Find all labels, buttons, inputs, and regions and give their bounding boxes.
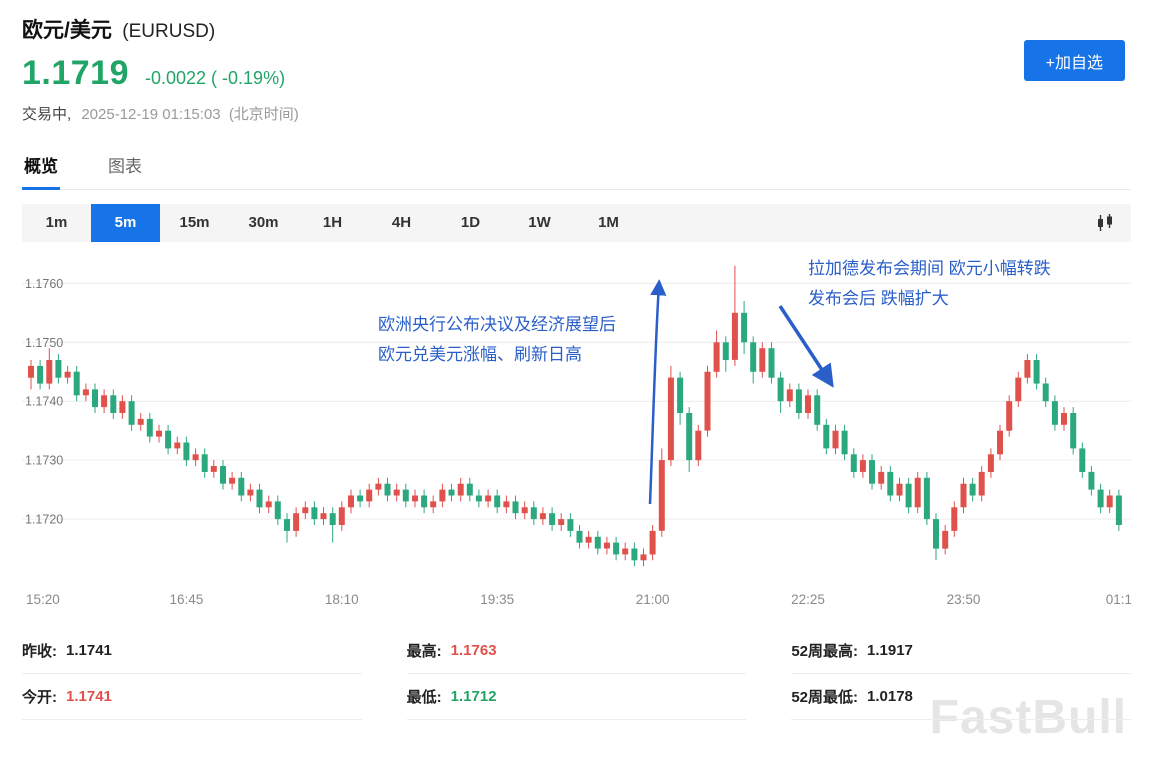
stat-value: 1.1712: [450, 688, 497, 705]
quote-timezone: (北京时间): [228, 106, 299, 123]
timeframe-4H[interactable]: 4H: [391, 214, 412, 231]
svg-text:1.1760: 1.1760: [25, 277, 63, 291]
stat-label: 最高:: [406, 643, 442, 660]
timeframe-bar: 1m 5m 15m 30m 1H 4H 1D 1W 1M: [22, 204, 1131, 242]
stat-low: 最低: 1.1712: [406, 674, 747, 720]
price-row: 1.1719 -0.0022 ( -0.19%): [22, 54, 1131, 93]
svg-text:18:10: 18:10: [325, 592, 359, 607]
status-row: 交易中, 2025-12-19 01:15:03 (北京时间): [22, 103, 1131, 124]
quote-header: 欧元/美元 (EURUSD) +加自选 1.1719 -0.0022 ( -0.…: [22, 14, 1131, 124]
stat-high: 最高: 1.1763: [406, 628, 747, 674]
annotation-lagarde-presser: 拉加德发布会期间 欧元小幅转跌 发布会后 跌幅扩大: [808, 259, 1051, 308]
timeframe-5m[interactable]: 5m: [91, 204, 160, 242]
stat-value: 1.0178: [867, 688, 913, 705]
svg-text:16:45: 16:45: [170, 592, 204, 607]
title-row: 欧元/美元 (EURUSD): [22, 14, 1131, 44]
watermark: FastBull: [929, 691, 1127, 744]
chart-canvas: 1.1760 1.1750 1.1740 1.1730 1.1720 15:20 16:45…: [22, 248, 1132, 615]
timeframe-30m[interactable]: 30m: [248, 214, 279, 231]
timeframe-15m[interactable]: 15m: [179, 214, 210, 231]
svg-text:21:00: 21:00: [636, 592, 670, 607]
timeframe-1m[interactable]: 1m: [45, 214, 68, 231]
stats-panel: 昨收: 1.1741 最高: 1.1763 52周最高: 1.1917 今开: …: [22, 628, 1131, 720]
timeframe-1M[interactable]: 1M: [598, 214, 619, 231]
trading-status: 交易中,: [22, 106, 72, 123]
stat-label: 最低:: [406, 689, 442, 706]
stat-prev-close: 昨收: 1.1741: [22, 628, 362, 674]
stat-label: 昨收:: [22, 643, 57, 660]
timeframe-1W[interactable]: 1W: [528, 214, 551, 231]
annotation-ecb-decision: 欧洲央行公布决议及经济展望后 欧元兑美元涨幅、刷新日高: [378, 315, 616, 364]
svg-text:1.1750: 1.1750: [25, 336, 63, 350]
chart-style-icon[interactable]: [1079, 204, 1131, 242]
quote-datetime: 2025-12-19 01:15:03: [81, 106, 221, 123]
stat-label: 今开:: [22, 689, 57, 706]
tab-chart[interactable]: 图表: [108, 157, 142, 176]
svg-text:1.1740: 1.1740: [25, 395, 63, 409]
timeframe-list: 1m 5m 15m 30m 1H 4H 1D 1W 1M: [22, 204, 643, 242]
svg-text:19:35: 19:35: [480, 592, 514, 607]
stat-52w-low: 52周最低: 1.0178: [791, 674, 1131, 720]
svg-text:01:1: 01:1: [1106, 592, 1131, 607]
instrument-title: 欧元/美元: [22, 19, 112, 42]
stat-value: 1.1763: [450, 642, 497, 659]
last-price: 1.1719: [22, 54, 129, 92]
stat-value: 1.1917: [867, 642, 913, 659]
stat-label: 52周最低:: [791, 689, 859, 706]
candlestick-chart[interactable]: 1.1760 1.1750 1.1740 1.1730 1.1720 15:20 16:45…: [22, 248, 1132, 616]
svg-text:15:20: 15:20: [26, 592, 60, 607]
stat-52w-high: 52周最高: 1.1917: [791, 628, 1131, 674]
stat-value: 1.1741: [66, 688, 112, 705]
timeframe-1H[interactable]: 1H: [322, 214, 343, 231]
tab-overview[interactable]: 概览: [22, 142, 60, 190]
stat-label: 52周最高:: [791, 643, 859, 660]
svg-text:1.1730: 1.1730: [25, 454, 63, 468]
price-change: -0.0022 ( -0.19%): [145, 68, 286, 88]
stat-value: 1.1741: [66, 642, 112, 659]
candlestick-icon: [1098, 214, 1112, 231]
instrument-symbol: (EURUSD): [122, 21, 216, 42]
svg-text:22:25: 22:25: [791, 592, 825, 607]
svg-text:23:50: 23:50: [947, 592, 981, 607]
svg-text:1.1720: 1.1720: [25, 513, 63, 527]
view-tabs: 概览 图表: [22, 142, 1131, 190]
stat-open: 今开: 1.1741: [22, 674, 362, 720]
add-watchlist-button[interactable]: +加自选: [1023, 40, 1125, 81]
timeframe-1D[interactable]: 1D: [460, 214, 481, 231]
